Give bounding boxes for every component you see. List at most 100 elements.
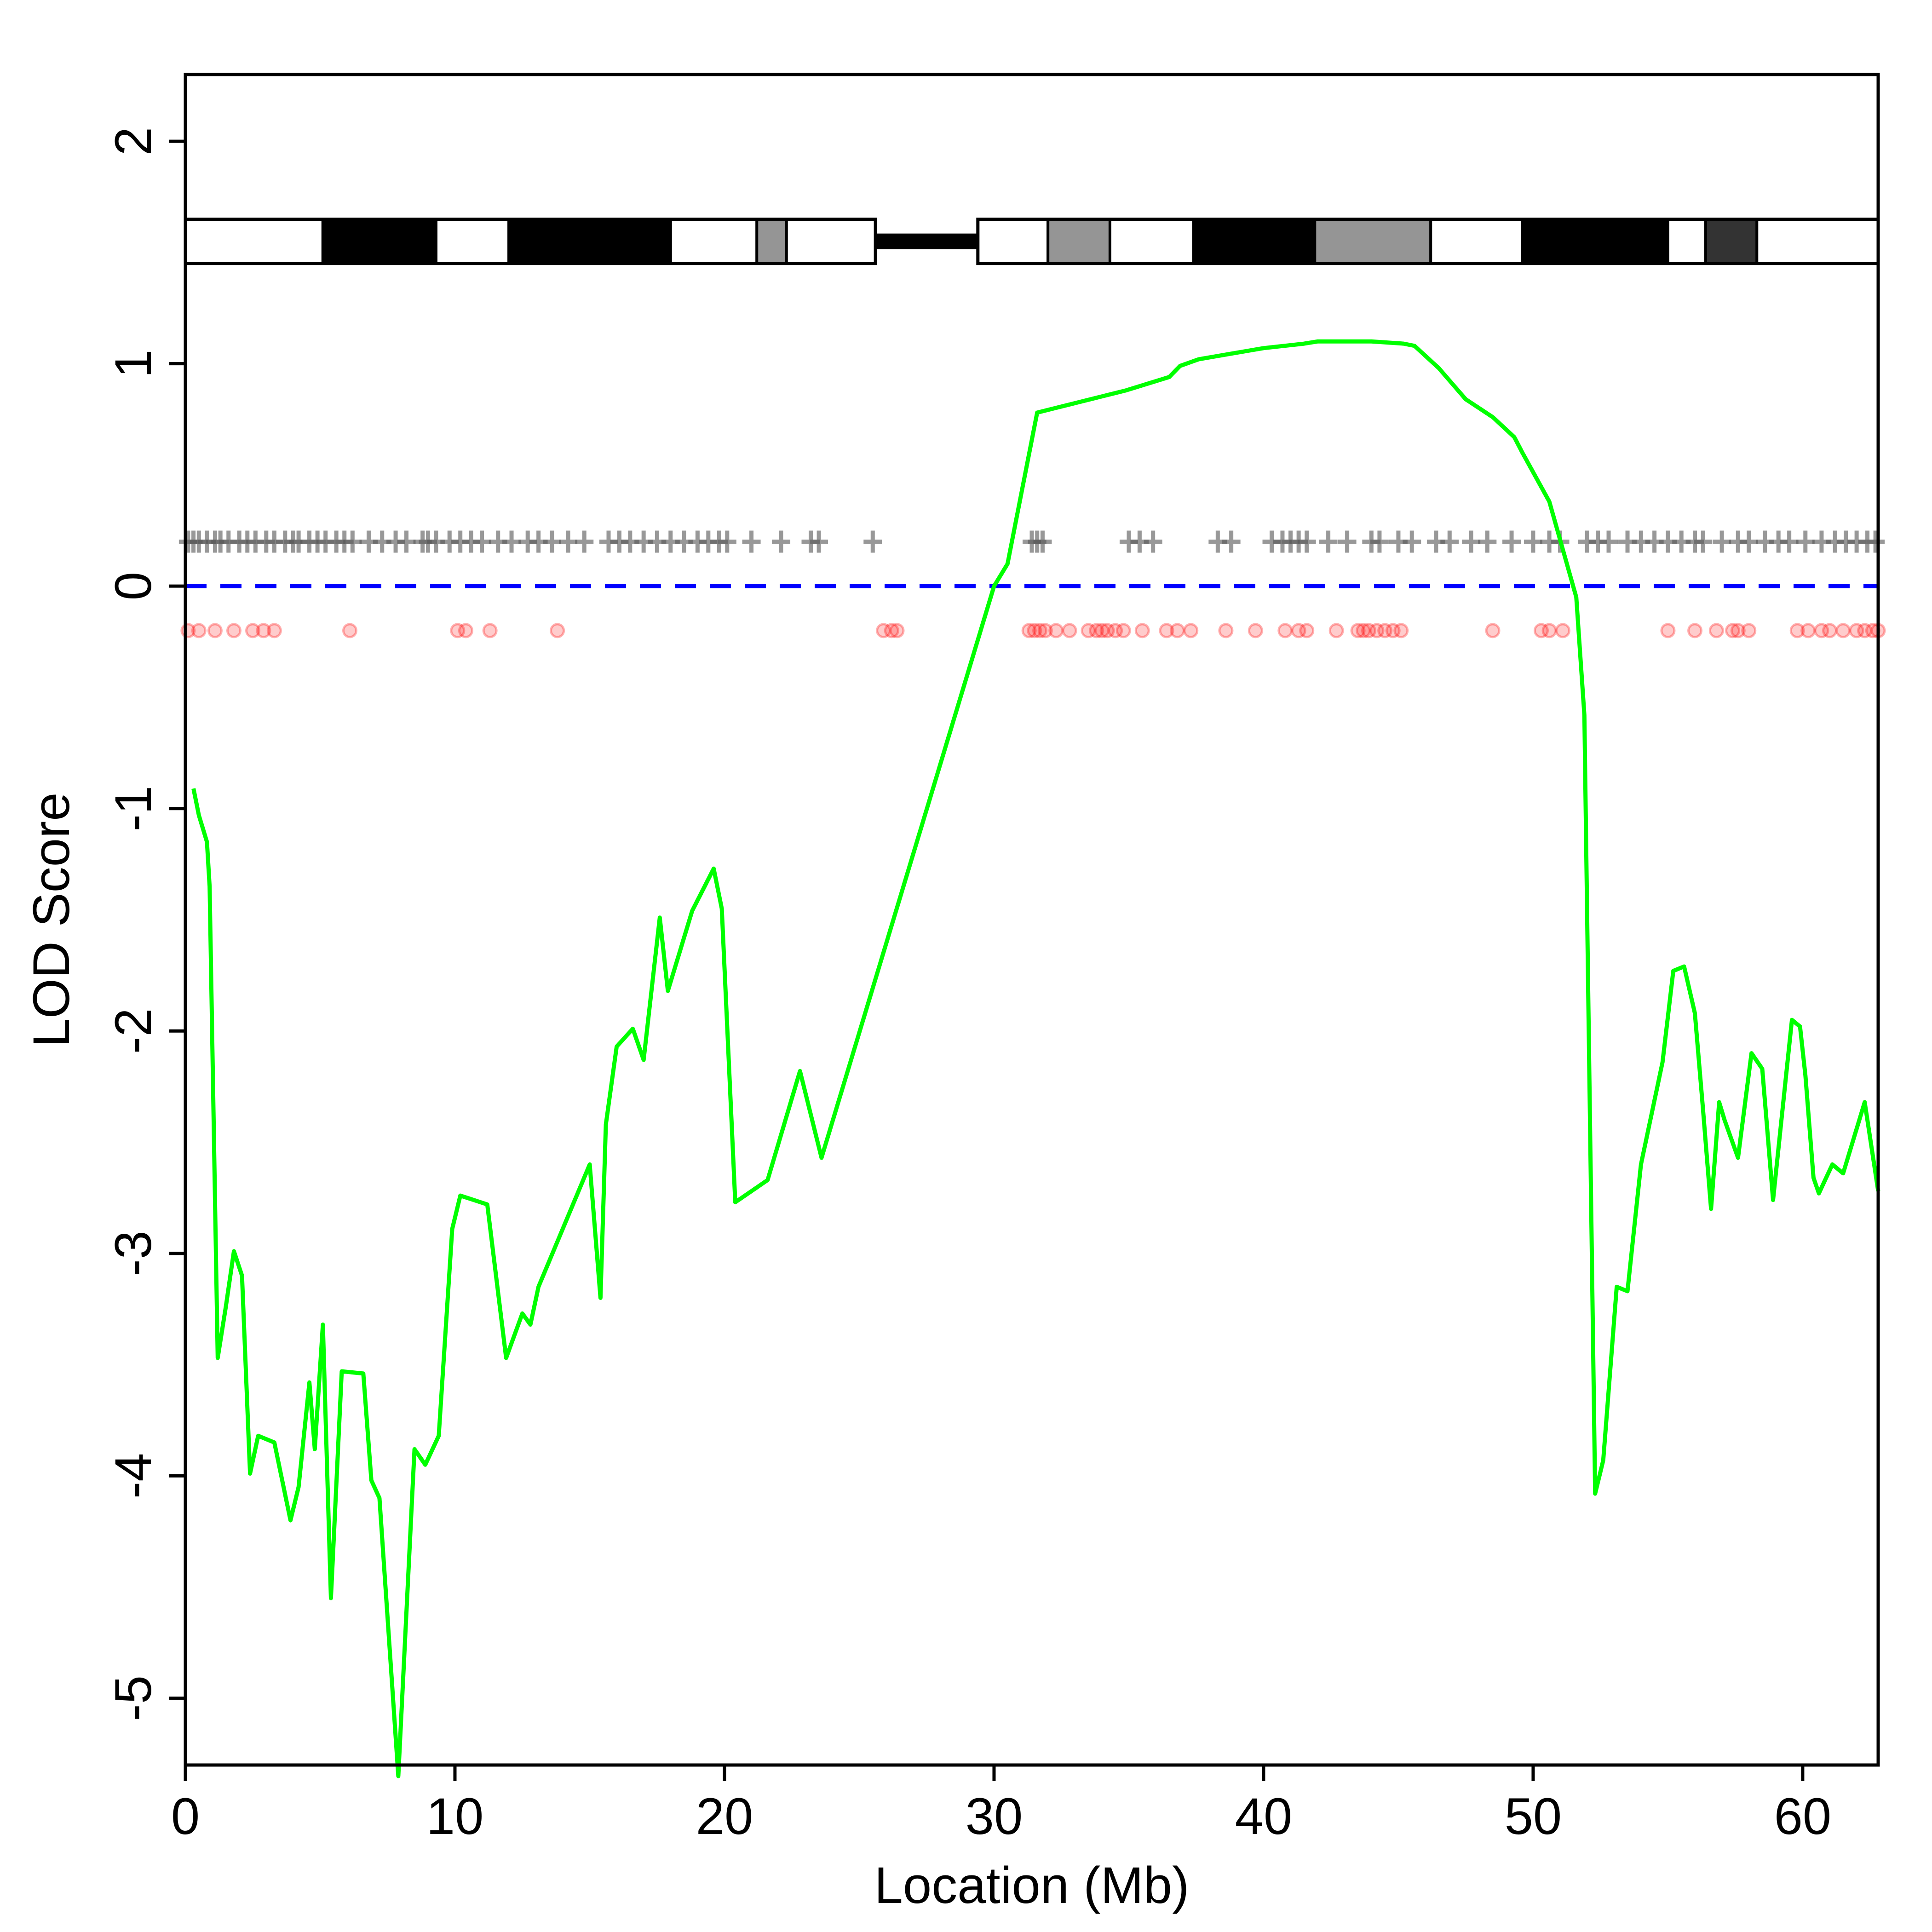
y-tick-label: -5 <box>104 1675 162 1721</box>
axes: 0 10 20 30 40 50 60 -5 -4 -3 -2 -1 0 1 2 <box>104 127 1831 1845</box>
x-tick-label: 60 <box>1774 1788 1832 1845</box>
snp-point <box>1183 623 1199 638</box>
snp-point <box>1835 623 1851 638</box>
chromosome-band <box>1192 218 1317 265</box>
chromosome-band <box>1666 218 1707 265</box>
y-tick-label: 1 <box>104 349 162 378</box>
snp-point <box>1277 623 1293 638</box>
marker-point <box>1222 530 1241 553</box>
marker-point <box>1338 530 1357 553</box>
chromosome-band <box>1755 218 1880 265</box>
marker-point <box>1478 530 1497 553</box>
marker-point <box>742 530 761 553</box>
chromosome-band <box>1521 218 1669 265</box>
marker-point <box>1144 530 1162 553</box>
snp-point <box>1687 623 1703 638</box>
snp-point <box>1218 623 1234 638</box>
plot-frame <box>184 73 1880 1767</box>
marker-point <box>559 530 578 553</box>
snp-point <box>1725 623 1741 638</box>
x-tick-label: 50 <box>1505 1788 1562 1845</box>
snp-point <box>1037 623 1053 638</box>
chromosome-band <box>321 218 437 265</box>
snp-point <box>1857 623 1873 638</box>
chromosome-band <box>1313 218 1432 265</box>
snp-point <box>1062 623 1077 638</box>
chromosome-band <box>184 218 324 265</box>
snp-point <box>1116 623 1131 638</box>
marker-point <box>1297 530 1316 553</box>
snp-point <box>1393 623 1409 638</box>
marker-point <box>1599 530 1618 553</box>
snp-point <box>889 623 905 638</box>
chromosome-band <box>976 218 1050 265</box>
snp-point <box>1849 623 1864 638</box>
marker-point <box>1780 530 1799 553</box>
snp-point <box>1660 623 1676 638</box>
snp-point <box>1032 623 1048 638</box>
marker-point <box>1739 530 1758 553</box>
snp-point <box>1814 623 1829 638</box>
marker-point <box>542 530 561 553</box>
snp-point <box>1385 623 1401 638</box>
snp-point <box>1328 623 1344 638</box>
snp-point <box>1730 623 1746 638</box>
snp-point <box>256 623 271 638</box>
snp-point <box>191 623 207 638</box>
snp-point <box>266 623 282 638</box>
snp-point <box>1361 623 1376 638</box>
marker-point <box>1502 530 1521 553</box>
marker-point <box>1403 530 1421 553</box>
snp-point <box>1822 623 1838 638</box>
snp-point <box>550 623 565 638</box>
snp-point <box>1741 623 1757 638</box>
marker-point <box>863 530 882 553</box>
y-tick-label: -4 <box>104 1453 162 1499</box>
snp-point <box>245 623 260 638</box>
y-tick-label: -2 <box>104 1008 162 1054</box>
snp-point <box>1291 623 1306 638</box>
snp-point <box>207 623 223 638</box>
y-tick-label: -1 <box>104 786 162 832</box>
marker-point <box>1866 530 1885 553</box>
snp-point <box>458 623 473 638</box>
snp-point <box>1027 623 1042 638</box>
marker-point <box>772 530 791 553</box>
snp-point <box>1108 623 1123 638</box>
marker-point <box>1462 530 1481 553</box>
snp-point <box>1350 623 1366 638</box>
marker-point <box>502 530 521 553</box>
snp-point <box>1377 623 1393 638</box>
x-tick-label: 20 <box>696 1788 753 1845</box>
snp-point <box>1089 623 1104 638</box>
snp-point <box>1134 623 1150 638</box>
marker-point <box>1694 530 1713 553</box>
marker-point <box>397 530 416 553</box>
snp-point <box>1169 623 1185 638</box>
centromere <box>875 233 978 249</box>
marker-point <box>1440 530 1459 553</box>
marker-point <box>810 530 828 553</box>
y-axis-label: LOD Score <box>23 793 80 1047</box>
chromosome-band <box>785 218 877 265</box>
chromosome-band <box>1108 218 1195 265</box>
marker-point <box>343 530 362 553</box>
snp-point <box>1021 623 1037 638</box>
snp-point <box>482 623 498 638</box>
snp-point <box>1534 623 1549 638</box>
marker-point <box>1713 530 1731 553</box>
marker-point <box>1319 530 1338 553</box>
snp-point <box>1048 623 1064 638</box>
marker-point <box>575 530 594 553</box>
marker-point <box>1524 530 1542 553</box>
snp-point <box>1248 623 1263 638</box>
chromosome-band <box>1704 218 1759 265</box>
x-tick-label: 40 <box>1235 1788 1293 1845</box>
snp-point <box>1094 623 1110 638</box>
marker-point <box>1796 530 1815 553</box>
x-tick-label: 10 <box>426 1788 484 1845</box>
snp-point <box>1159 623 1174 638</box>
snp-point <box>1081 623 1096 638</box>
chromosome-band <box>755 218 788 265</box>
